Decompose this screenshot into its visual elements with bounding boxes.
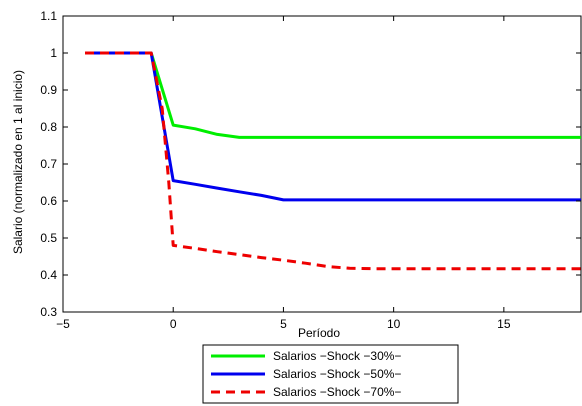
x-tick-label: 10 — [387, 317, 401, 331]
y-tick-label: 0.5 — [40, 231, 57, 245]
legend-label-1: Salarios −Shock −30%− — [273, 349, 401, 363]
y-tick-label: 1 — [50, 46, 57, 60]
legend-label-2: Salarios −Shock −50%− — [273, 367, 401, 381]
series-layer — [85, 51, 581, 271]
x-tick-label: −5 — [56, 317, 70, 331]
legend-label-3: Salarios −Shock −70%− — [273, 385, 401, 399]
y-tick-label: 0.9 — [40, 83, 57, 97]
x-axis-label: Período — [298, 326, 340, 340]
x-tick-label: 5 — [280, 317, 287, 331]
x-tick-label: 0 — [170, 317, 177, 331]
y-tick-label: 0.6 — [40, 194, 57, 208]
y-tick-label: 0.3 — [40, 305, 57, 319]
plot-area — [62, 15, 582, 313]
ticks-layer: −5 0 5 10 15 0.3 0.4 0.5 0.6 0.7 0.8 0.9 1 1.1 — [40, 9, 581, 331]
y-axis-label: Salario (normalizado en 1 al inicio) — [11, 70, 25, 254]
y-tick-label: 1.1 — [40, 9, 57, 23]
legend: Salarios −Shock −30%− Salarios −Shock −50… — [202, 344, 459, 404]
series-line-3 — [85, 51, 581, 271]
x-tick-label: 15 — [497, 317, 511, 331]
plot-frame — [62, 15, 582, 313]
y-tick-label: 0.8 — [40, 120, 57, 134]
series-line-2 — [85, 51, 581, 202]
y-tick-label: 0.4 — [40, 268, 57, 282]
y-tick-label: 0.7 — [40, 157, 57, 171]
series-line-1 — [85, 51, 581, 139]
